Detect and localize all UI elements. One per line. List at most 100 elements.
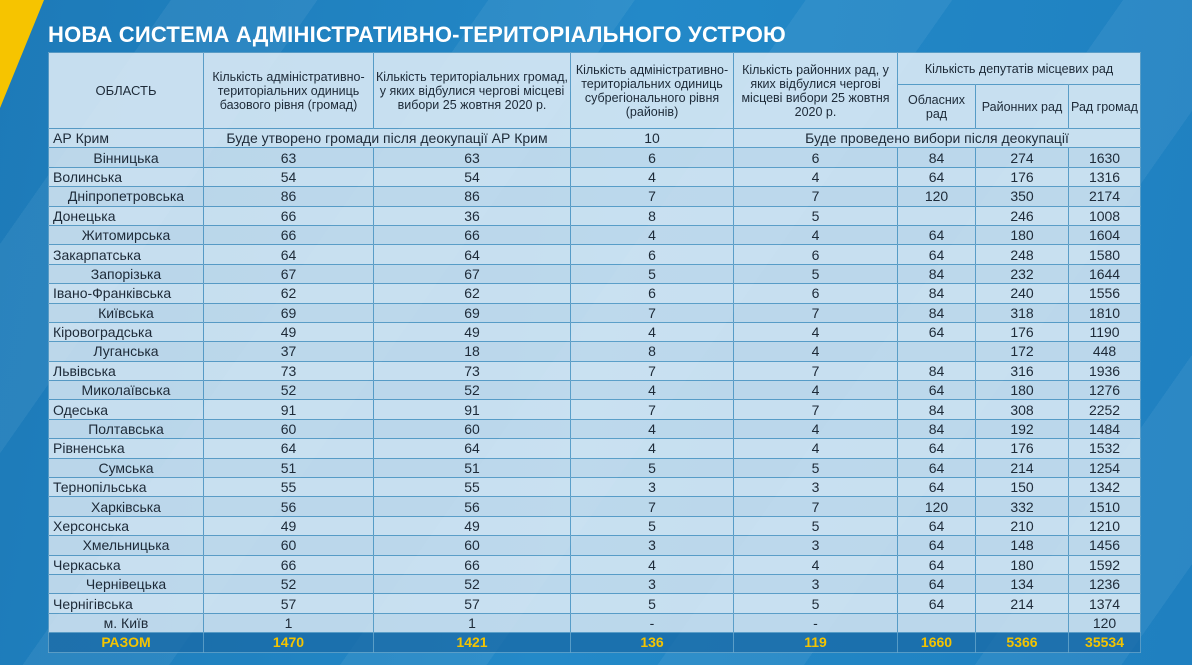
cell: 248 [975, 244, 1069, 265]
cell: 66 [203, 554, 374, 575]
cell: 54 [203, 166, 374, 188]
cell: 5366 [975, 632, 1069, 653]
cell: 66 [373, 224, 571, 246]
cell: 69 [203, 302, 374, 323]
cell: 119 [733, 632, 898, 653]
cell: 8 [570, 341, 734, 362]
cell: 210 [975, 515, 1069, 537]
cell: 240 [975, 283, 1069, 304]
cell: 64 [897, 224, 976, 246]
row-label: Херсонська [48, 515, 204, 537]
cell: 4 [733, 321, 898, 343]
cell: 37 [203, 341, 374, 362]
cell: 1532 [1067, 438, 1142, 459]
cell: 3 [570, 535, 734, 556]
cell: 35534 [1067, 632, 1142, 653]
row-label: Кіровоградська [48, 321, 204, 343]
table-row: Чернігівська 57 57 5 5 64 214 1374 [48, 593, 1142, 614]
cell: 5 [570, 263, 734, 285]
cell: 1316 [1067, 166, 1142, 188]
title: НОВА СИСТЕМА АДМІНІСТРАТИВНО-ТЕРИТОРІАЛЬ… [48, 22, 786, 47]
cell: 3 [733, 573, 898, 595]
cell: - [733, 612, 898, 634]
cell: 36 [373, 205, 571, 226]
cell: 64 [897, 554, 976, 575]
row-label: АР Крим [48, 127, 204, 149]
cell: 64 [897, 244, 976, 265]
cell: 176 [975, 321, 1069, 343]
cell: 84 [897, 263, 976, 285]
cell: 176 [975, 438, 1069, 459]
cell: 84 [897, 418, 976, 440]
cell: 5 [733, 205, 898, 226]
cell: 1936 [1067, 360, 1142, 382]
cell: 7 [570, 302, 734, 323]
cell: 2174 [1067, 186, 1142, 207]
cell: 6 [733, 147, 898, 168]
cell: 64 [897, 515, 976, 537]
cell: 64 [897, 477, 976, 498]
cell: 64 [897, 573, 976, 595]
cell: 51 [373, 457, 571, 479]
row-label: Сумська [48, 457, 204, 479]
cell: 7 [733, 302, 898, 323]
cell: Буде проведено вибори після деокупації [732, 127, 1142, 149]
table-row: Запорізька 67 67 5 5 84 232 1644 [48, 263, 1142, 285]
cell: 4 [733, 418, 898, 440]
cell: 5 [570, 515, 734, 537]
cell: 148 [975, 535, 1069, 556]
cell: 1660 [897, 632, 976, 653]
cell: 63 [203, 147, 374, 168]
row-label: Закарпатська [48, 244, 204, 265]
cell: 64 [897, 166, 976, 188]
cell: 18 [373, 341, 571, 362]
cell: 84 [897, 302, 976, 323]
cell [975, 612, 1069, 634]
cell: 64 [373, 438, 571, 459]
cell: 60 [373, 535, 571, 556]
cell: 120 [897, 186, 976, 207]
row-label: Одеська [48, 399, 204, 420]
cell: 62 [203, 283, 374, 304]
row-label: Луганська [48, 341, 204, 362]
cell: - [570, 612, 734, 634]
row-label: Житомирська [48, 224, 204, 246]
row-label: Дніпропетровська [48, 186, 204, 207]
corner-accent [0, 0, 44, 108]
table-row: Дніпропетровська 86 86 7 7 120 350 2174 [48, 186, 1142, 207]
cell: 57 [203, 593, 374, 614]
table-row: Волинська 54 54 4 4 64 176 1316 [48, 166, 1142, 188]
cell: 192 [975, 418, 1069, 440]
cell: 4 [733, 224, 898, 246]
cell: 7 [733, 360, 898, 382]
cell: 4 [733, 438, 898, 459]
cell: 60 [203, 535, 374, 556]
cell: 134 [975, 573, 1069, 595]
row-label: Львівська [48, 360, 204, 382]
cell: 6 [570, 244, 734, 265]
cell: 52 [373, 380, 571, 401]
cell: 91 [373, 399, 571, 420]
table-row: Луганська 37 18 8 4 172 448 [48, 341, 1142, 362]
cell [897, 612, 976, 634]
table-row: Полтавська 60 60 4 4 84 192 1484 [48, 418, 1142, 440]
cell: 214 [975, 457, 1069, 479]
cell: 56 [373, 496, 571, 517]
cell: 64 [373, 244, 571, 265]
cell: Буде утворено громади після деокупації А… [203, 127, 571, 149]
cell: 1190 [1067, 321, 1142, 343]
row-label: РАЗОМ [48, 632, 204, 653]
cell: 180 [975, 224, 1069, 246]
cell: 6 [733, 283, 898, 304]
row-label: Донецька [48, 205, 204, 226]
cell: 6 [570, 283, 734, 304]
cell: 7 [570, 496, 734, 517]
cell: 52 [373, 573, 571, 595]
table-body: АР Крим Буде утворено громади після деоку… [48, 127, 1142, 653]
cell: 448 [1067, 341, 1142, 362]
row-label: Чернівецька [48, 573, 204, 595]
cell: 3 [733, 535, 898, 556]
cell: 62 [373, 283, 571, 304]
cell: 1236 [1067, 573, 1142, 595]
